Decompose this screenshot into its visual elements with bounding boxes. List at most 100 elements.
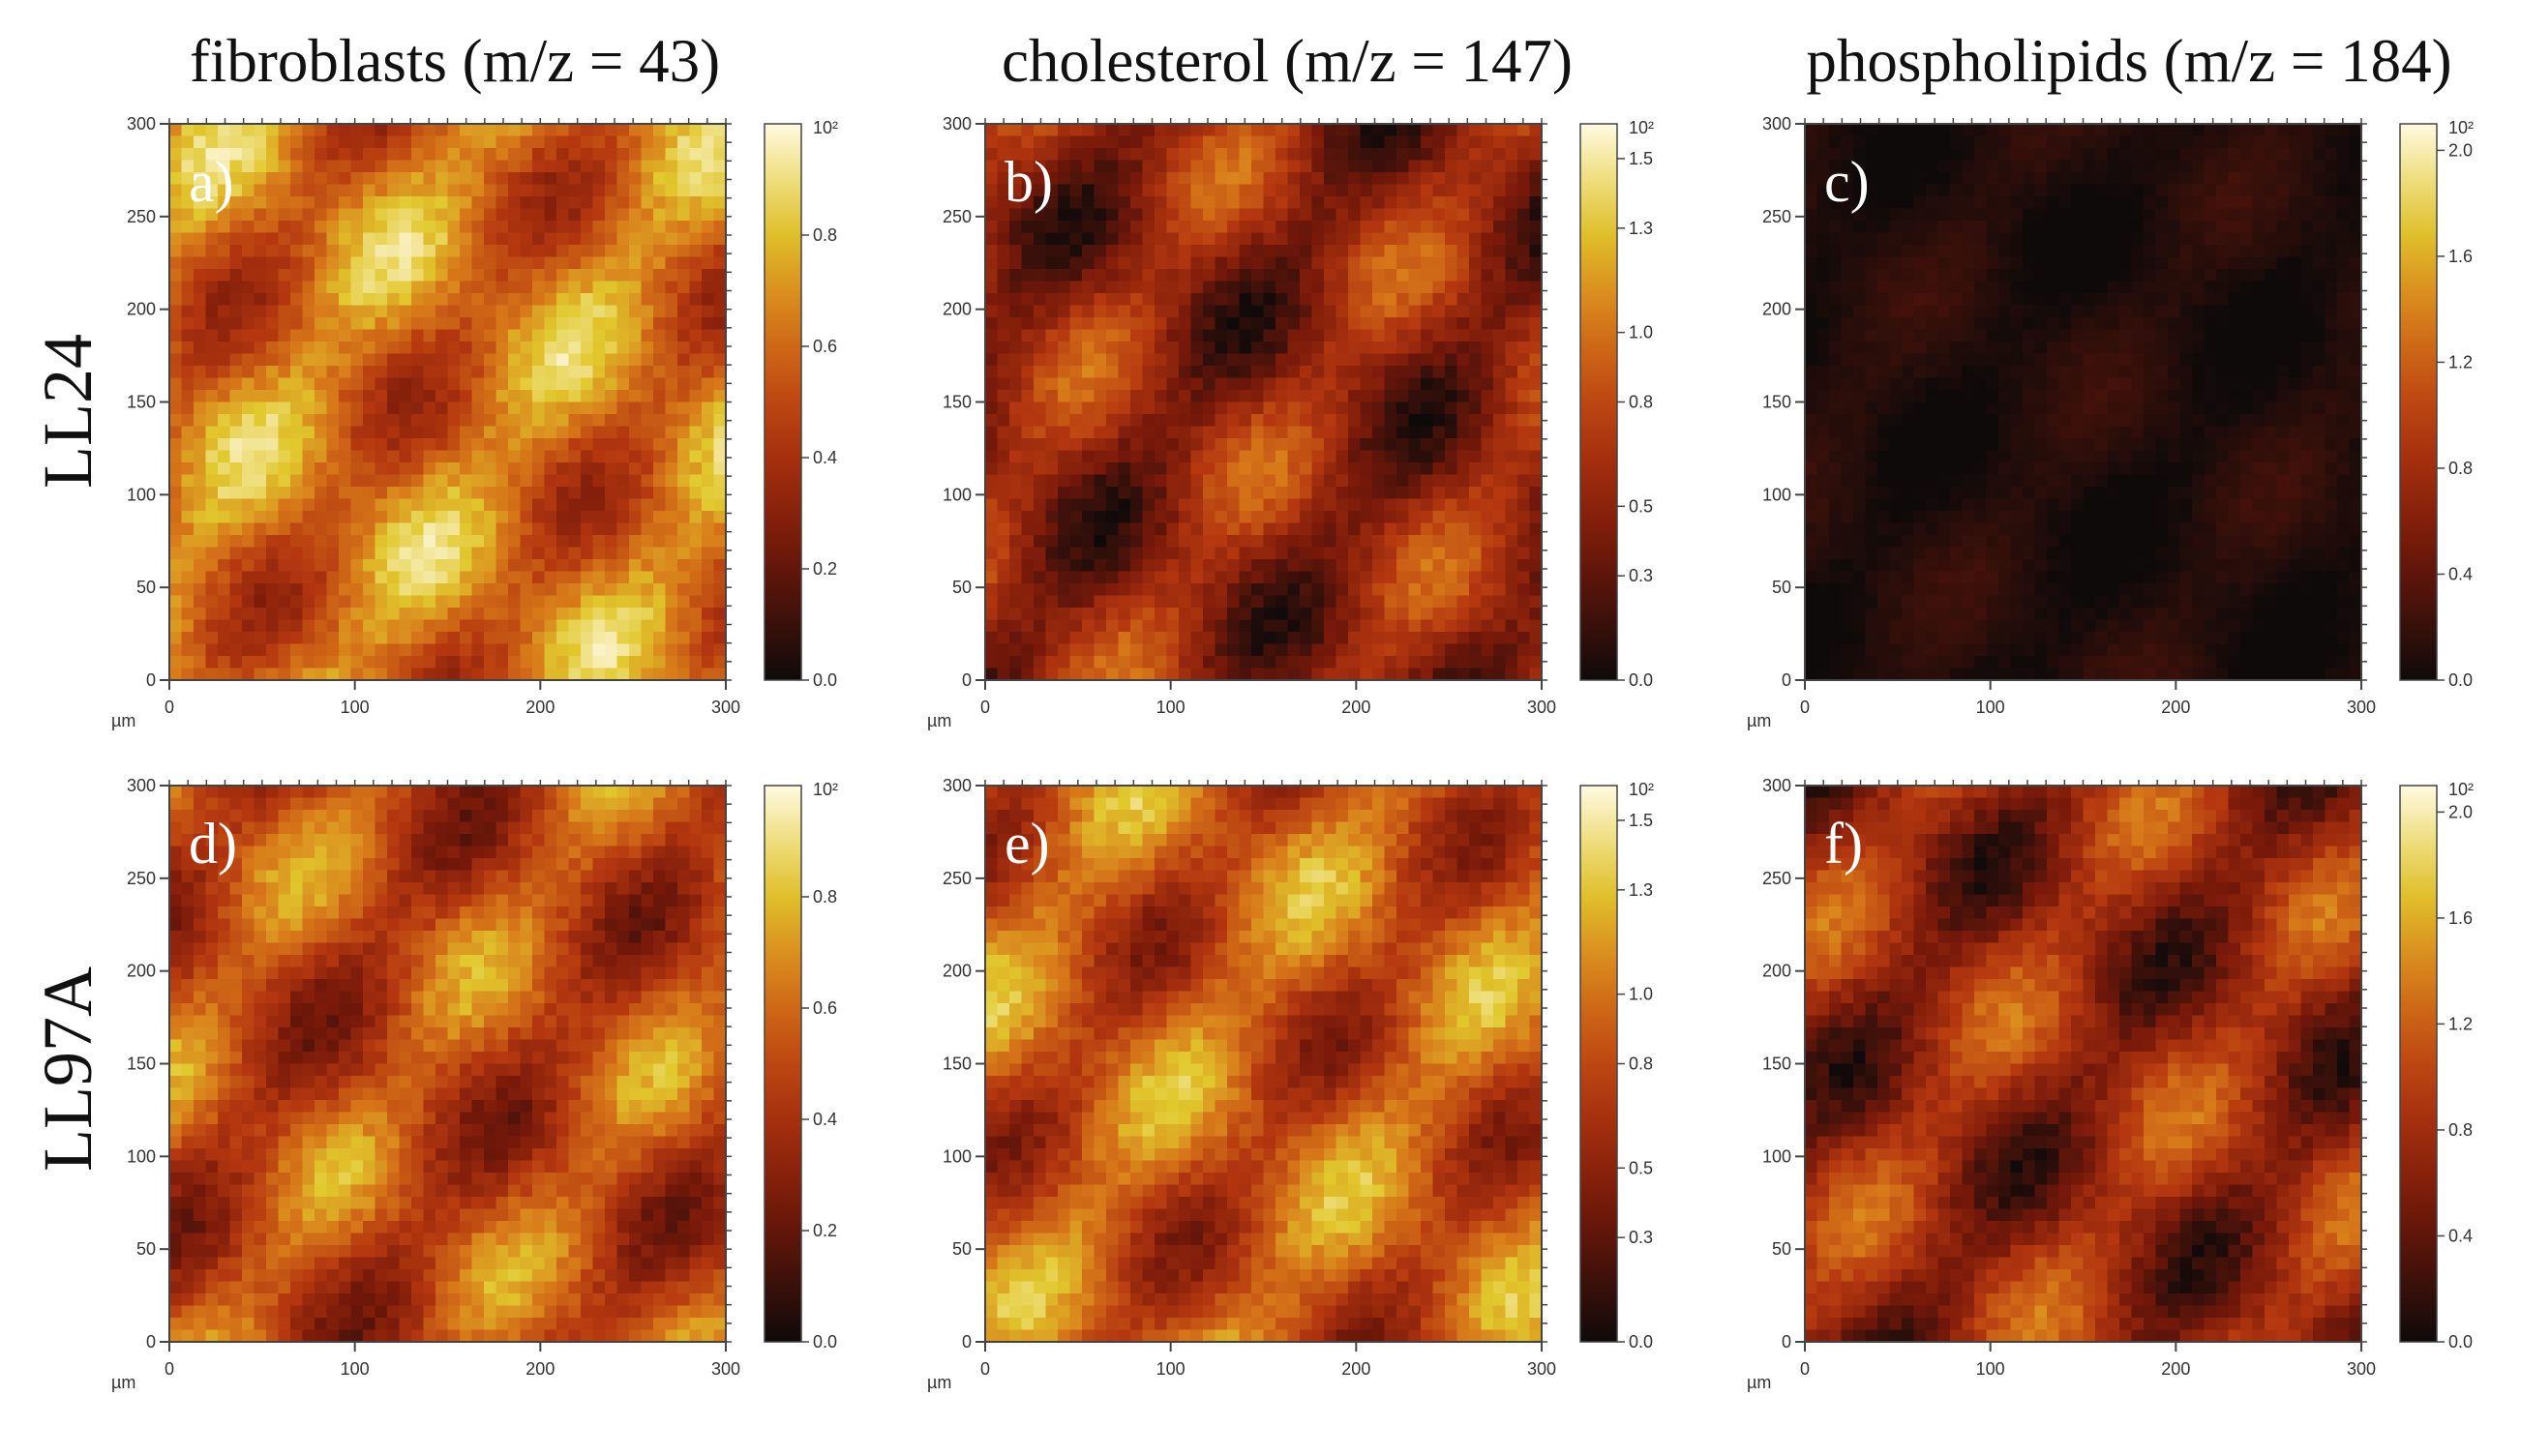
heatmap-cell <box>1276 281 1289 294</box>
heatmap-cell <box>629 643 643 657</box>
heatmap-cell <box>411 172 425 186</box>
heatmap-cell <box>2010 208 2024 222</box>
heatmap-cell <box>1493 535 1507 549</box>
heatmap-cell <box>616 583 630 597</box>
heatmap-cell <box>1432 438 1446 452</box>
heatmap-cell <box>641 498 654 512</box>
heatmap-cell <box>254 643 267 657</box>
heatmap-cell <box>278 632 291 645</box>
heatmap-cell <box>169 245 183 258</box>
heatmap-cell <box>520 196 533 210</box>
heatmap-cell <box>363 232 376 246</box>
heatmap-cell <box>1421 487 1434 500</box>
heatmap-cell <box>689 148 703 162</box>
heatmap-cell <box>544 245 557 258</box>
heatmap-cell <box>616 462 630 476</box>
heatmap-cell <box>1529 487 1543 500</box>
heatmap-cell <box>1421 329 1434 342</box>
heatmap-cell <box>460 342 473 355</box>
heatmap-cell <box>278 269 291 282</box>
heatmap-cell <box>556 438 570 452</box>
heatmap-cell <box>387 547 401 560</box>
heatmap-cell <box>2131 208 2145 222</box>
heatmap-cell <box>2276 208 2290 222</box>
heatmap-cell <box>1324 438 1337 452</box>
heatmap-cell <box>1372 522 1386 536</box>
heatmap-cell <box>1227 256 1241 270</box>
heatmap-cell <box>181 632 195 645</box>
heatmap-cell <box>495 293 509 307</box>
heatmap-cell <box>205 438 219 452</box>
heatmap-cell <box>532 390 546 403</box>
heatmap-cell <box>1829 208 1843 222</box>
heatmap-cell <box>399 474 412 488</box>
heatmap-cell <box>411 498 425 512</box>
heatmap-cell <box>1493 608 1507 621</box>
heatmap-cell <box>290 511 304 524</box>
heatmap-cell <box>1179 462 1192 476</box>
heatmap-cell <box>520 160 533 173</box>
heatmap-cell <box>665 160 678 173</box>
heatmap-cell <box>544 619 557 633</box>
heatmap-cell <box>495 256 509 270</box>
heatmap-cell <box>375 281 388 294</box>
heatmap-cell <box>363 656 376 669</box>
heatmap-cell <box>702 232 715 246</box>
heatmap-cell <box>1324 450 1337 463</box>
heatmap-cell <box>169 293 183 307</box>
heatmap-cell <box>169 366 183 379</box>
heatmap-cell <box>194 438 207 452</box>
heatmap-cell <box>229 474 243 488</box>
heatmap-cell <box>1396 124 1410 137</box>
heatmap-cell <box>2034 232 2048 246</box>
heatmap-cell <box>1529 608 1543 621</box>
heatmap-cell <box>1445 462 1458 476</box>
heatmap-cell <box>1179 632 1192 645</box>
heatmap-cell <box>2228 124 2241 137</box>
heatmap-cell <box>1408 124 1422 137</box>
heatmap-cell <box>495 414 509 428</box>
heatmap-cell <box>1372 124 1386 137</box>
heatmap-cell <box>1517 232 1531 246</box>
heatmap-cell <box>985 293 999 307</box>
heatmap-cell <box>1926 184 1939 197</box>
heatmap-cell <box>1155 401 1168 415</box>
heatmap-cell <box>1311 353 1325 367</box>
heatmap-cell <box>1166 414 1180 428</box>
heatmap-cell <box>484 317 497 331</box>
heatmap-cell <box>242 668 255 681</box>
column-title-fibroblasts: fibroblasts (m/z = 43) <box>189 27 721 95</box>
heatmap-cell <box>653 135 667 149</box>
heatmap-cell <box>1045 208 1059 222</box>
heatmap-cell <box>1517 221 1531 234</box>
heatmap-cell <box>1408 160 1422 173</box>
heatmap-cell <box>1396 426 1410 439</box>
heatmap-cell <box>544 148 557 162</box>
heatmap-cell <box>1311 547 1325 560</box>
heatmap-cell <box>1155 281 1168 294</box>
heatmap-cell <box>1372 414 1386 428</box>
heatmap-cell <box>2349 245 2362 258</box>
heatmap-cell <box>1408 245 1422 258</box>
heatmap-cell <box>1505 377 1518 391</box>
heatmap-cell <box>399 353 412 367</box>
heatmap-cell <box>1251 160 1265 173</box>
heatmap-cell <box>399 559 412 573</box>
heatmap-cell <box>997 462 1010 476</box>
heatmap-cell <box>1408 619 1422 633</box>
heatmap-cell <box>387 583 401 597</box>
x-tick-label: 100 <box>341 698 370 717</box>
heatmap-cell <box>665 317 678 331</box>
heatmap-cell <box>495 511 509 524</box>
heatmap-cell <box>181 656 195 669</box>
heatmap-cell <box>1950 148 1964 162</box>
heatmap-cell <box>665 329 678 342</box>
heatmap-cell <box>556 184 570 197</box>
heatmap-cell <box>339 414 352 428</box>
heatmap-cell <box>290 438 304 452</box>
heatmap-cell <box>1094 353 1107 367</box>
heatmap-cell <box>2204 208 2217 222</box>
heatmap-cell <box>1372 619 1386 633</box>
heatmap-cell <box>508 511 522 524</box>
heatmap-cell <box>1215 269 1228 282</box>
